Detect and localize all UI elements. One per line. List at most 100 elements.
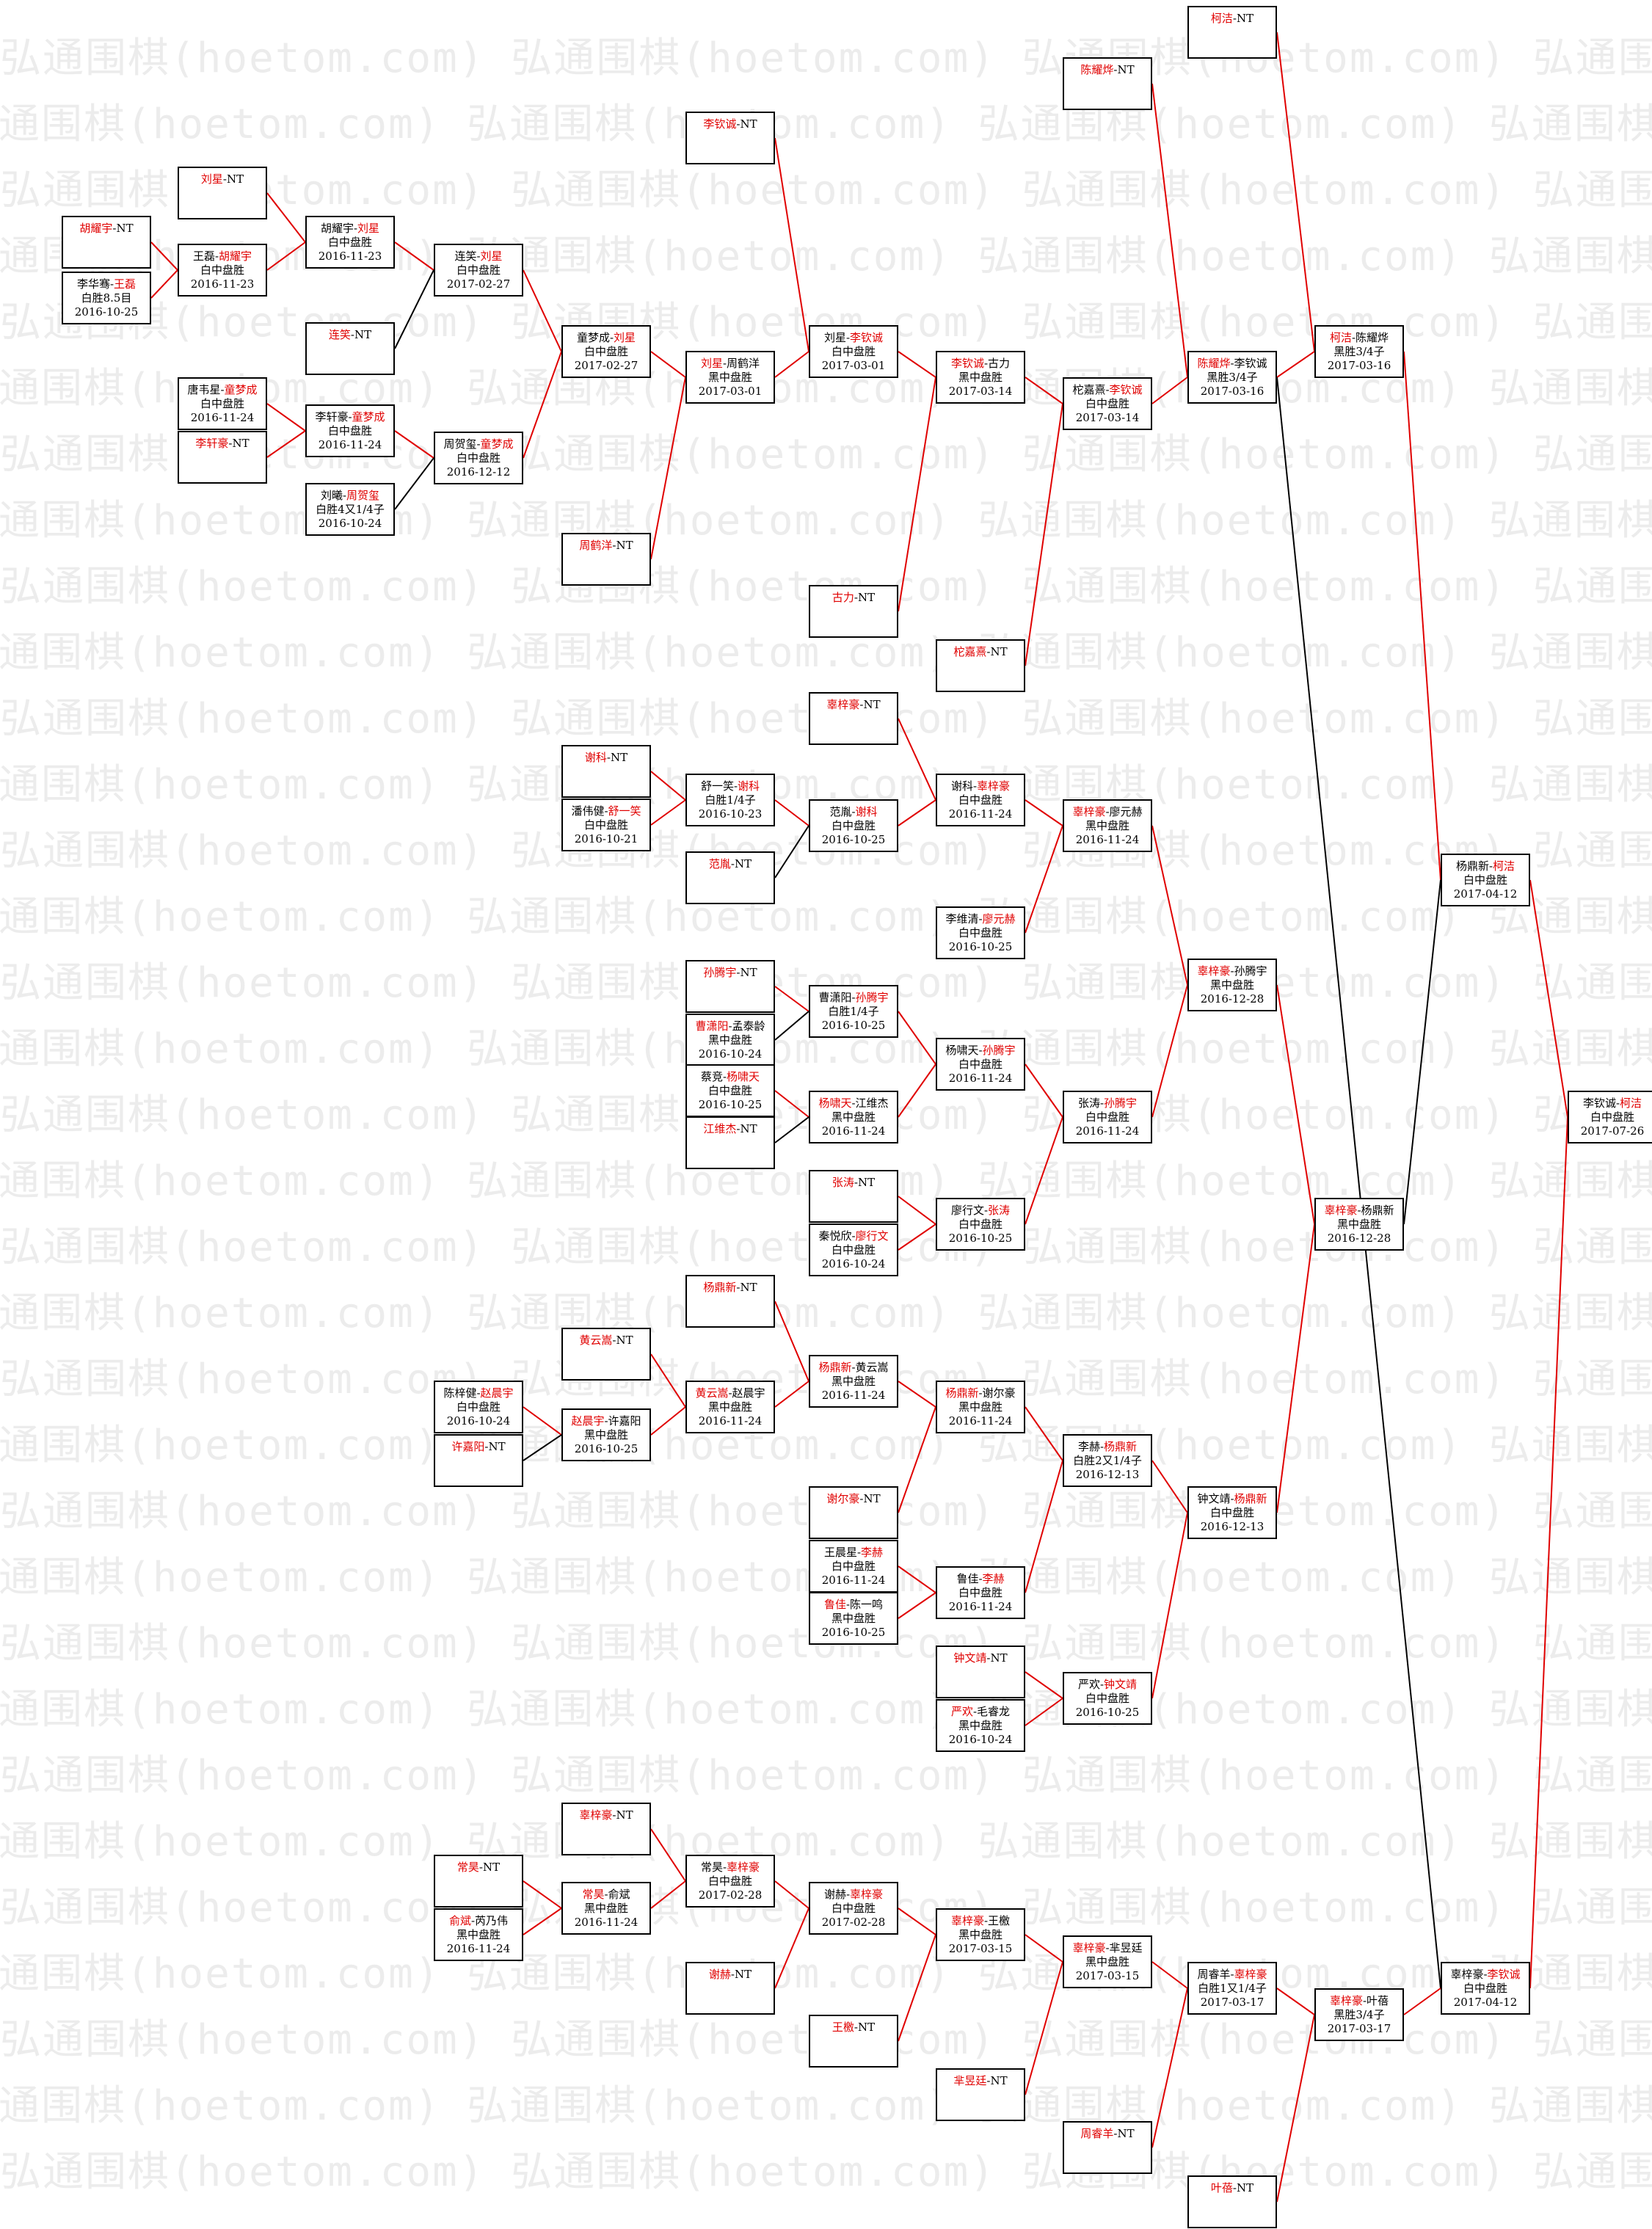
bracket-connector — [774, 137, 809, 352]
match-date: 2016-11-24 — [948, 807, 1013, 821]
bracket-connector — [1151, 377, 1188, 404]
bracket-connector — [1151, 83, 1188, 378]
bracket-connector — [150, 269, 178, 299]
match-players: 刘星-李钦诚 — [824, 331, 883, 345]
match-date: 2016-11-24 — [698, 1414, 763, 1428]
match-date: 2017-03-17 — [1200, 1995, 1265, 2009]
player-black: 柁嘉熹 — [1072, 382, 1106, 396]
match-players: 黄云嵩-赵晨宇 — [695, 1386, 765, 1400]
player-separator: - — [983, 356, 989, 370]
match-result: 白中盘胜 — [456, 1400, 501, 1414]
match-players: 王檄-NT — [832, 2021, 875, 2035]
player-separator: - — [350, 328, 354, 341]
player-separator: - — [845, 1597, 851, 1611]
match-box: 柁嘉熹-李钦诚 白中盘胜 2017-03-14 — [1063, 377, 1152, 430]
bracket-connector — [394, 430, 434, 459]
player-black: 严欢 — [1077, 1677, 1100, 1691]
match-date: 2016-10-25 — [1075, 1705, 1140, 1719]
bracket-connector — [394, 457, 434, 510]
bracket-connector — [150, 241, 178, 271]
match-date: 2017-03-01 — [821, 358, 886, 372]
player-black: 李钦诚 — [950, 356, 984, 370]
player-black: 辜梓豪 — [1450, 1967, 1484, 1981]
player-separator: - — [484, 1440, 489, 1453]
player-separator: - — [348, 410, 352, 423]
player-separator: - — [722, 1069, 727, 1083]
player-white: 刘星 — [614, 330, 636, 344]
match-date: 2016-11-24 — [1075, 1124, 1140, 1138]
match-box: 谢赫-辜梓豪 白中盘胜 2017-02-28 — [809, 1882, 898, 1935]
player-separator: - — [222, 172, 227, 186]
player-white: 王檄 — [988, 1913, 1011, 1927]
player-white: NT — [232, 437, 250, 450]
player-white: 王磊 — [114, 277, 137, 291]
bracket-connector — [898, 377, 936, 612]
match-date: 2016-10-25 — [821, 1625, 886, 1639]
player-separator: - — [479, 1861, 483, 1874]
player-separator: - — [978, 1571, 983, 1585]
match-date: 2016-10-25 — [821, 832, 886, 846]
player-black: 李维清 — [945, 912, 979, 926]
player-white: 谢科 — [855, 804, 878, 818]
player-white: 杨鼎新 — [1104, 1439, 1138, 1453]
player-separator: - — [972, 779, 978, 793]
player-black: 连笑 — [328, 328, 351, 341]
match-players: 辜梓豪-芈昱廷 — [1072, 1941, 1142, 1955]
bracket-connector — [898, 1381, 936, 1408]
player-black: 常昊 — [700, 1860, 723, 1874]
match-date: 2017-03-17 — [1327, 2021, 1391, 2035]
match-result: 黑中盘胜 — [958, 370, 1003, 384]
player-white: 赵晨宇 — [480, 1386, 514, 1400]
player-separator: - — [736, 117, 741, 131]
match-box: 鲁佳-李赫 白中盘胜 2016-11-24 — [936, 1566, 1025, 1619]
player-separator: - — [722, 356, 727, 370]
player-separator: - — [1232, 2181, 1237, 2195]
player-separator: - — [736, 966, 741, 979]
bracket-connector — [898, 1592, 936, 1619]
player-black: 赵晨宇 — [571, 1414, 605, 1428]
match-result: 白中盘胜 — [456, 451, 501, 465]
player-black: 杨鼎新 — [1455, 859, 1489, 873]
match-result: 白中盘胜 — [831, 1901, 876, 1915]
match-players: 李轩豪-NT — [195, 437, 249, 451]
player-black: 杨啸天 — [945, 1043, 979, 1057]
match-date: 2016-11-23 — [318, 249, 382, 263]
seed-box: 谢科-NT — [561, 745, 651, 798]
match-box: 周睿羊-辜梓豪 白胜1又1/4子 2017-03-17 — [1187, 1962, 1277, 2015]
bracket-connector — [774, 1011, 809, 1041]
player-separator: - — [983, 1203, 989, 1217]
match-players: 许嘉阳-NT — [451, 1440, 505, 1454]
match-box: 蔡竞-杨啸天 白中盘胜 2016-10-25 — [685, 1064, 775, 1117]
player-black: 杨鼎新 — [703, 1281, 737, 1294]
match-date: 2017-03-15 — [948, 1941, 1013, 1955]
seed-box: 钟文靖-NT — [936, 1646, 1025, 1698]
player-separator: - — [986, 2074, 991, 2087]
player-white: NT — [990, 2074, 1008, 2087]
player-black: 辜梓豪 — [950, 1913, 984, 1927]
player-separator: - — [854, 1176, 858, 1189]
bracket-connector — [1025, 1671, 1063, 1699]
player-white: NT — [482, 1861, 501, 1874]
bracket-connector — [1025, 799, 1063, 826]
player-white: 廖元赫 — [1109, 804, 1143, 818]
seed-box: 王檄-NT — [809, 2015, 898, 2068]
match-result: 黑中盘胜 — [831, 1110, 876, 1124]
player-black: 俞斌 — [448, 1913, 471, 1927]
match-players: 曹潇阳-孙腾宇 — [818, 991, 888, 1005]
player-white: 杨鼎新 — [1234, 1491, 1267, 1505]
player-separator: - — [1105, 382, 1110, 396]
match-box: 秦悦欣-廖行文 白中盘胜 2016-10-24 — [809, 1223, 898, 1276]
player-separator: - — [1230, 1967, 1234, 1981]
player-white: 孙腾宇 — [1234, 964, 1267, 978]
match-players: 谢科-辜梓豪 — [951, 779, 1010, 793]
player-black: 连笑 — [454, 249, 477, 263]
player-black: 童梦成 — [576, 330, 610, 344]
seed-box: 连笑-NT — [305, 322, 395, 375]
match-date: 2016-11-24 — [574, 1915, 638, 1929]
match-result: 白胜8.5目 — [81, 291, 132, 305]
match-players: 廖行文-张涛 — [951, 1204, 1010, 1218]
player-separator: - — [1113, 2127, 1118, 2140]
player-white: 钟文靖 — [1104, 1677, 1138, 1691]
